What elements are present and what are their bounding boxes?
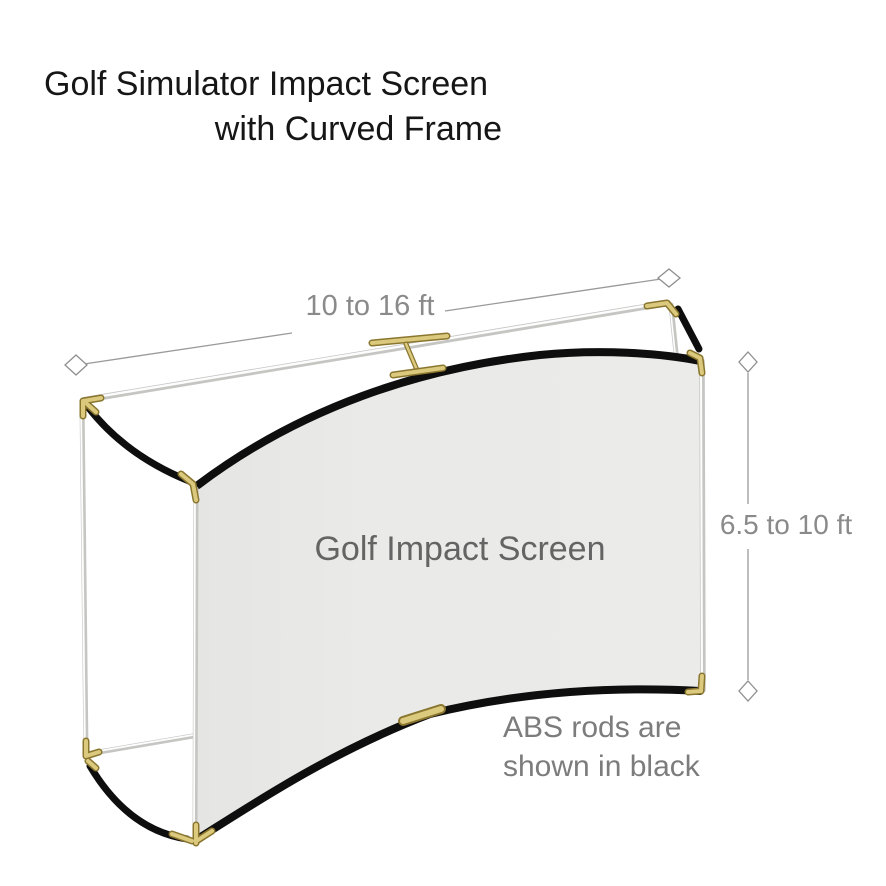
title-line-1: Golf Simulator Impact Screen <box>44 65 489 103</box>
left-corner-rods <box>84 403 193 843</box>
width-dimension-line <box>64 268 682 376</box>
diamond-arrow-icon <box>738 351 758 373</box>
abs-rods-note-line-1: ABS rods are <box>503 711 682 744</box>
rear-frame-tubes <box>79 300 680 757</box>
title-line-2: with Curved Frame <box>214 110 502 148</box>
height-dimension-line <box>738 351 758 702</box>
screen-label: Golf Impact Screen <box>314 530 606 568</box>
width-dimension-label: 10 to 16 ft <box>305 290 435 322</box>
abs-rods-note: ABS rods are shown in black <box>503 708 700 786</box>
screen-side-poles <box>192 358 706 843</box>
t-bracket-connector <box>368 332 451 379</box>
diamond-arrow-icon <box>738 680 758 702</box>
brass-connectors <box>79 299 706 847</box>
height-dimension-label: 6.5 to 10 ft <box>719 509 853 540</box>
diamond-arrow-icon <box>656 268 682 288</box>
diamond-arrow-icon <box>64 354 88 376</box>
rod-coupling <box>398 704 446 726</box>
abs-rods-note-line-2: shown in black <box>503 750 700 783</box>
page-title: Golf Simulator Impact Screen with Curved… <box>44 62 502 152</box>
impact-screen-surface <box>196 352 702 841</box>
